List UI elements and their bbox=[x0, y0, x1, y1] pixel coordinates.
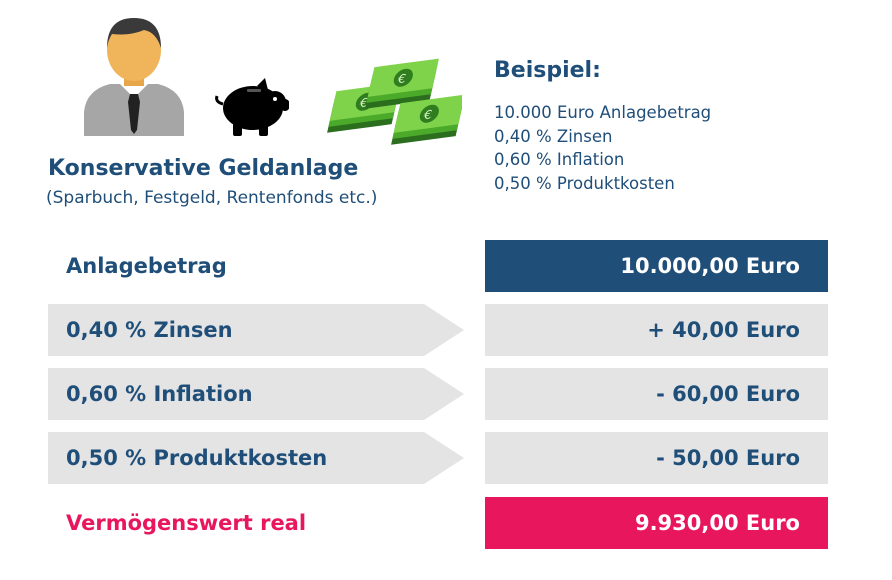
example-line-inflation: 0,60 % Inflation bbox=[494, 150, 625, 169]
row-value-text: + 40,00 Euro bbox=[647, 318, 800, 342]
svg-text:€: € bbox=[422, 107, 433, 122]
row-value-text: - 50,00 Euro bbox=[656, 446, 800, 470]
example-line-costs: 0,50 % Produktkosten bbox=[494, 173, 675, 193]
example-list: 10.000 Euro Anlagebetrag 0,40 % Zinsen 0… bbox=[494, 101, 711, 195]
row-label-text: 0,40 % Zinsen bbox=[66, 318, 233, 342]
row-label-vermoegenswert: Vermögenswert real bbox=[48, 497, 464, 549]
arrow-shape bbox=[48, 432, 464, 484]
arrow-shape bbox=[48, 304, 464, 356]
row-label-inflation: 0,60 % Inflation bbox=[48, 368, 464, 420]
row-label-zinsen: 0,40 % Zinsen bbox=[48, 304, 464, 356]
row-value-produktkosten: - 50,00 Euro bbox=[485, 432, 828, 484]
example-line-interest: 0,40 % Zinsen bbox=[494, 126, 613, 146]
money-stack-icon: € € € bbox=[314, 58, 465, 158]
person-icon bbox=[80, 14, 188, 136]
example-title: Beispiel: bbox=[494, 58, 601, 83]
page-subtitle: (Sparbuch, Festgeld, Rentenfonds etc.) bbox=[46, 188, 378, 208]
arrow-shape bbox=[48, 368, 464, 420]
svg-text:€: € bbox=[358, 95, 369, 110]
row-label-text: Vermögenswert real bbox=[66, 511, 307, 535]
row-value-inflation: - 60,00 Euro bbox=[485, 368, 828, 420]
row-label-anlagebetrag: Anlagebetrag bbox=[48, 240, 464, 292]
row-value-zinsen: + 40,00 Euro bbox=[485, 304, 828, 356]
page-title: Konservative Geldanlage bbox=[48, 156, 359, 181]
row-value-anlagebetrag: 10.000,00 Euro bbox=[485, 240, 828, 292]
row-value-text: 9.930,00 Euro bbox=[634, 511, 800, 535]
row-label-produktkosten: 0,50 % Produktkosten bbox=[48, 432, 464, 484]
row-label-text: 0,50 % Produktkosten bbox=[66, 446, 328, 470]
row-label-text: 0,60 % Inflation bbox=[66, 382, 253, 406]
row-label-text: Anlagebetrag bbox=[66, 254, 227, 278]
row-value-text: 10.000,00 Euro bbox=[620, 254, 800, 278]
piggy-bank-icon bbox=[213, 78, 290, 138]
row-value-vermoegenswert: 9.930,00 Euro bbox=[485, 497, 828, 549]
row-value-text: - 60,00 Euro bbox=[656, 382, 800, 406]
example-line-amount: 10.000 Euro Anlagebetrag bbox=[494, 103, 712, 122]
svg-text:€: € bbox=[396, 71, 407, 86]
